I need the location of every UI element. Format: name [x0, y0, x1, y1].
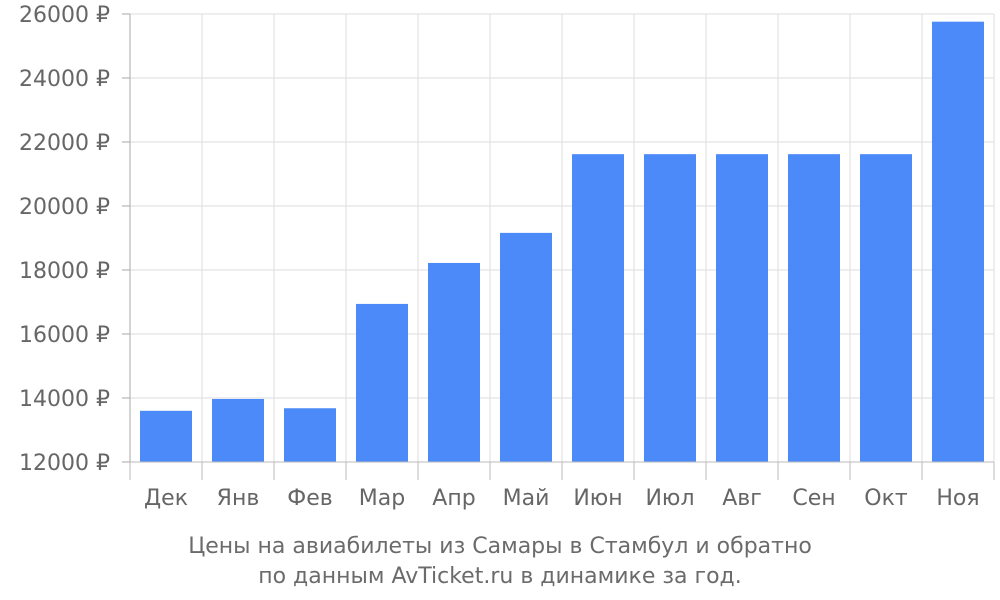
- bar-4: [356, 303, 408, 462]
- y-tick-label: 12000 ₽: [19, 451, 110, 476]
- x-tick-labels: Дек Янв Фев Мар Апр Май Июн Июл Авг Сен Окт Ноя: [144, 486, 980, 511]
- x-tick-label: Июл: [645, 486, 694, 511]
- y-tick-labels: 12000 ₽ 14000 ₽ 16000 ₽ 18000 ₽ 20000 ₽ 22000…: [19, 3, 110, 476]
- x-tick-label: Дек: [144, 486, 188, 511]
- x-tick-label: Май: [503, 486, 550, 511]
- x-tick-label: Ноя: [936, 486, 979, 511]
- x-tick-label: Окт: [864, 486, 908, 511]
- bar-9: [716, 154, 768, 462]
- y-tick-label: 16000 ₽: [19, 323, 110, 348]
- bar-6: [500, 232, 552, 462]
- x-tick-label: Июн: [573, 486, 622, 511]
- y-tick-label: 24000 ₽: [19, 67, 110, 92]
- bar-12: [932, 21, 984, 463]
- x-tick-label: Авг: [722, 486, 762, 511]
- bar-2: [212, 398, 264, 462]
- axes: [122, 13, 995, 480]
- bar-11: [860, 154, 912, 462]
- y-tick-label: 22000 ₽: [19, 131, 110, 156]
- bars: [140, 21, 984, 463]
- bar-5: [428, 262, 480, 462]
- x-tick-label: Янв: [217, 486, 260, 511]
- y-tick-label: 20000 ₽: [19, 195, 110, 220]
- x-tick-label: Апр: [432, 486, 475, 511]
- chart-caption-line-2: по данным AvTicket.ru в динамике за год.: [258, 564, 742, 589]
- bar-3: [284, 408, 336, 462]
- bar-7: [572, 154, 624, 462]
- x-tick-label: Сен: [792, 486, 835, 511]
- bar-10: [788, 154, 840, 462]
- x-tick-label: Мар: [359, 486, 405, 511]
- y-tick-label: 18000 ₽: [19, 259, 110, 284]
- y-tick-label: 26000 ₽: [19, 3, 110, 28]
- bar-1: [140, 410, 192, 462]
- y-tick-label: 14000 ₽: [19, 387, 110, 412]
- x-tick-label: Фев: [287, 486, 332, 511]
- bar-8: [644, 154, 696, 462]
- chart-caption-line-1: Цены на авиабилеты из Самары в Стамбул и…: [188, 534, 812, 559]
- grid: [130, 13, 995, 463]
